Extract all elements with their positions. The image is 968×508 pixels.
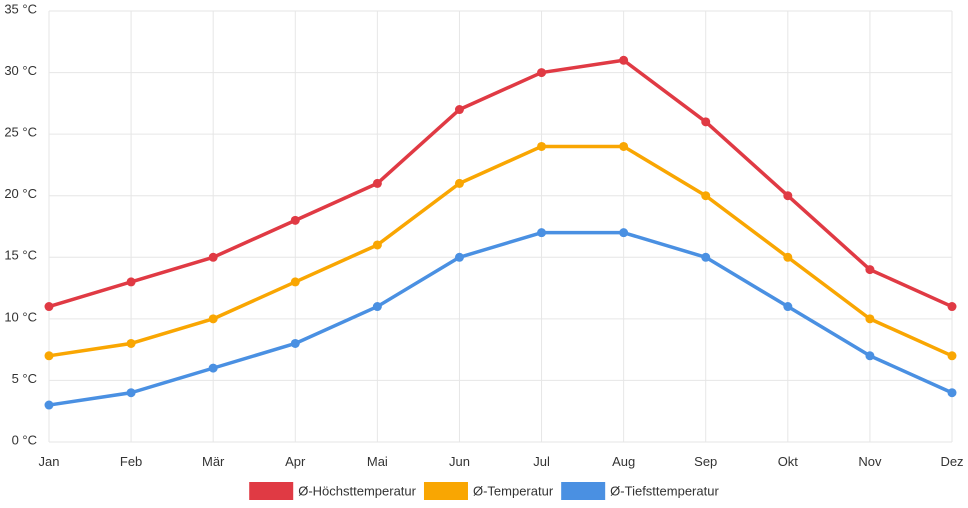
- data-point: [701, 117, 711, 127]
- data-point: [537, 68, 547, 78]
- legend-swatch: [249, 482, 294, 500]
- data-point: [783, 252, 793, 262]
- data-point: [290, 338, 300, 348]
- data-point: [372, 178, 382, 188]
- data-point: [44, 400, 54, 410]
- series-2: [44, 141, 957, 361]
- data-point: [44, 351, 54, 361]
- data-point: [208, 252, 218, 262]
- data-point: [537, 141, 547, 151]
- series: [44, 55, 957, 410]
- legend-item-1[interactable]: Ø-Höchsttemperatur: [249, 482, 417, 500]
- data-point: [126, 277, 136, 287]
- data-point: [454, 178, 464, 188]
- series-1: [44, 55, 957, 312]
- grid: [48, 10, 953, 443]
- data-point: [537, 228, 547, 238]
- y-tick-label: 0 °C: [12, 432, 37, 447]
- series-3: [44, 228, 957, 410]
- data-point: [619, 228, 629, 238]
- legend-label: Ø-Höchsttemperatur: [298, 483, 416, 498]
- x-tick-label: Jan: [39, 454, 60, 469]
- data-point: [701, 191, 711, 201]
- x-tick-label: Sep: [694, 454, 717, 469]
- legend-label: Ø-Temperatur: [473, 483, 554, 498]
- data-point: [290, 215, 300, 225]
- data-point: [372, 240, 382, 250]
- data-point: [454, 252, 464, 262]
- data-point: [126, 338, 136, 348]
- legend-label: Ø-Tiefsttemperatur: [610, 483, 719, 498]
- x-tick-label: Mai: [367, 454, 388, 469]
- data-point: [454, 105, 464, 115]
- x-tick-label: Aug: [612, 454, 635, 469]
- data-point: [783, 302, 793, 312]
- data-point: [947, 302, 957, 312]
- x-tick-label: Okt: [778, 454, 799, 469]
- x-tick-label: Jul: [533, 454, 550, 469]
- series-line: [47, 58, 954, 309]
- data-point: [947, 351, 957, 361]
- y-tick-label: 20 °C: [4, 186, 37, 201]
- y-tick-label: 25 °C: [4, 125, 37, 140]
- axes: 0 °C 5 °C 10 °C 15 °C 20 °C 25 °C 30 °C 35 °C Ja…: [4, 1, 963, 469]
- series-line: [47, 230, 954, 407]
- x-tick-label: Nov: [858, 454, 882, 469]
- data-point: [44, 302, 54, 312]
- x-tick-label: Dez: [940, 454, 963, 469]
- x-tick-label: Jun: [449, 454, 470, 469]
- legend-swatch: [423, 482, 468, 500]
- data-point: [783, 191, 793, 201]
- data-point: [865, 314, 875, 324]
- data-point: [208, 314, 218, 324]
- data-point: [372, 302, 382, 312]
- data-point: [619, 55, 629, 65]
- data-point: [290, 277, 300, 287]
- data-point: [208, 363, 218, 373]
- x-tick-label: Feb: [120, 454, 142, 469]
- data-point: [947, 388, 957, 398]
- legend-item-3[interactable]: Ø-Tiefsttemperatur: [561, 482, 719, 500]
- y-tick-label: 30 °C: [4, 63, 37, 78]
- x-tick-label: Mär: [202, 454, 225, 469]
- data-point: [865, 265, 875, 275]
- legend-item-2[interactable]: Ø-Temperatur: [423, 482, 554, 500]
- y-tick-label: 35 °C: [4, 1, 37, 16]
- y-tick-label: 5 °C: [12, 371, 37, 386]
- y-tick-label: 10 °C: [4, 309, 37, 324]
- data-point: [701, 252, 711, 262]
- y-tick-label: 15 °C: [4, 248, 37, 263]
- legend-swatch: [561, 482, 606, 500]
- legend[interactable]: Ø-Höchsttemperatur Ø-Temperatur Ø-Tiefstte…: [249, 482, 719, 500]
- data-point: [126, 388, 136, 398]
- x-tick-label: Apr: [285, 454, 306, 469]
- series-line: [47, 144, 954, 358]
- data-point: [619, 141, 629, 151]
- data-point: [865, 351, 875, 361]
